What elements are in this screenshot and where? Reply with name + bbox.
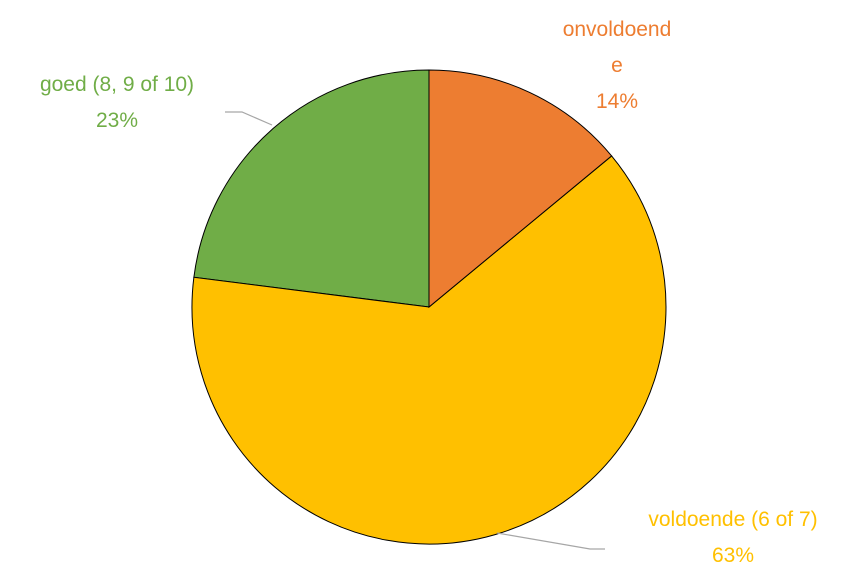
pie-slice	[428, 69, 613, 309]
data-label: onvoldoende 14%	[561, 12, 673, 120]
data-label: goed (8, 9 of 10) 23%	[40, 67, 194, 139]
category-label: goed (8, 9 of 10)	[39, 73, 195, 96]
value-label: 63%	[711, 544, 755, 567]
leader-line	[225, 111, 273, 126]
value-label: 23%	[95, 109, 139, 132]
pie-slice	[191, 155, 667, 545]
value-label: 14%	[595, 90, 639, 113]
data-label: voldoende (6 of 7) 63%	[648, 502, 817, 571]
category-label: voldoende (6 of 7)	[648, 508, 818, 531]
leader-line	[496, 532, 605, 550]
category-label: onvoldoende	[562, 18, 672, 77]
pie-slice	[193, 69, 430, 308]
